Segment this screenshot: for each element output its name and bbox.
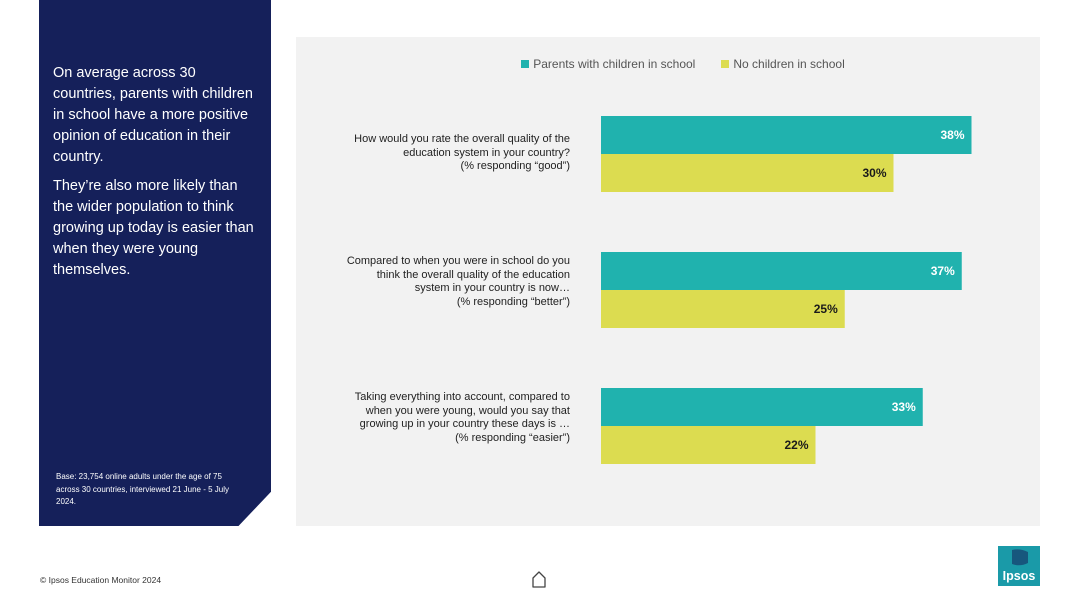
- bar-no-children: [601, 290, 845, 328]
- summary-text: On average across 30 countries, parents …: [53, 63, 259, 289]
- bar-parents: [601, 252, 962, 290]
- legend-label-parents: Parents with children in school: [533, 57, 696, 71]
- question-line: (% responding “good”): [460, 160, 570, 172]
- bar-value-label: 30%: [862, 166, 886, 180]
- question-label-quality: How would you rate the overall quality o…: [310, 133, 570, 174]
- home-icon[interactable]: [531, 570, 547, 588]
- bar-chart: 38% 30% 37% 25% 33% 22%: [601, 116, 972, 464]
- summary-paragraph-1: On average across 30 countries, parents …: [53, 65, 253, 165]
- question-line: education system in your country?: [403, 146, 570, 159]
- question-label-compared: Compared to when you were in school do y…: [310, 255, 570, 309]
- bar-parents: [601, 116, 972, 154]
- copyright: © Ipsos Education Monitor 2024: [40, 575, 162, 585]
- bar-no-children: [601, 426, 816, 464]
- question-line: Compared to when you were in school do y…: [346, 255, 570, 267]
- bar-value-label: 33%: [892, 400, 916, 414]
- question-line: Taking everything into account, compared…: [354, 391, 570, 403]
- bar-no-children: [601, 154, 894, 192]
- question-line: (% responding “better”): [456, 295, 570, 308]
- bar-value-label: 22%: [784, 438, 808, 452]
- bar-value-label: 25%: [814, 302, 838, 316]
- legend-label-no-children: No children in school: [733, 57, 845, 71]
- base-note: Base: 23,754 online adults under the age…: [56, 472, 229, 506]
- question-line: think the overall quality of the educati…: [376, 268, 570, 281]
- summary-panel: On average across 30 countries, parents …: [39, 0, 271, 526]
- legend-item-parents: Parents with children in school: [521, 57, 695, 71]
- logo-text: Ipsos: [1003, 569, 1036, 583]
- chart-legend: Parents with children in school No child…: [296, 57, 1040, 71]
- ipsos-logo: Ipsos: [998, 546, 1040, 586]
- bar-value-label: 38%: [940, 128, 964, 142]
- legend-swatch-no-children: [721, 60, 730, 68]
- bar-parents: [601, 388, 923, 426]
- summary-paragraph-2: They’re also more likely than the wider …: [53, 178, 254, 278]
- bar-value-label: 37%: [931, 264, 955, 278]
- legend-swatch-parents: [521, 60, 530, 68]
- question-label-growing-up: Taking everything into account, compared…: [310, 391, 570, 445]
- legend-item-no-children: No children in school: [721, 57, 845, 71]
- question-line: when you were young, would you say that: [365, 404, 570, 417]
- question-line: growing up in your country these days is…: [359, 418, 570, 430]
- question-line: (% responding “easier”): [455, 431, 570, 444]
- question-line: How would you rate the overall quality o…: [354, 133, 570, 145]
- chart-panel: Parents with children in school No child…: [296, 37, 1040, 526]
- question-line: system in your country is now…: [414, 282, 570, 294]
